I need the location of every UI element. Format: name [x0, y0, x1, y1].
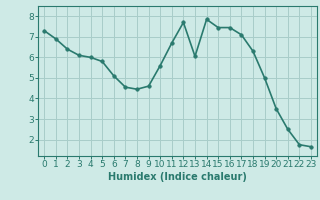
X-axis label: Humidex (Indice chaleur): Humidex (Indice chaleur) [108, 172, 247, 182]
